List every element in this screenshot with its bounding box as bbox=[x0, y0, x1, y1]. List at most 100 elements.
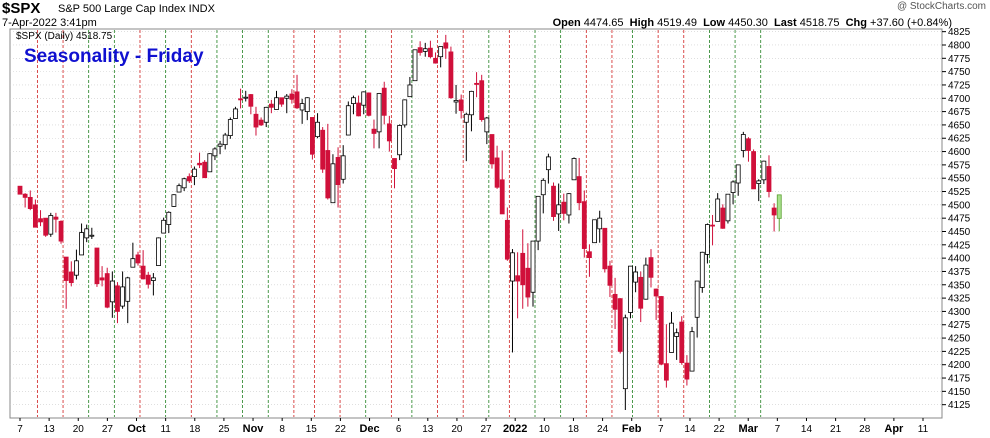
x-tick-label: 13 bbox=[422, 424, 434, 435]
candle-body bbox=[32, 204, 38, 228]
candle-2021-11-04 bbox=[233, 106, 238, 119]
candle-body bbox=[571, 158, 577, 181]
x-tick-label: 20 bbox=[73, 424, 85, 435]
candle-body bbox=[730, 181, 736, 193]
x-tick-label: Apr bbox=[884, 423, 904, 435]
candle-2022-03-14 bbox=[684, 355, 690, 386]
candle-2021-11-18 bbox=[284, 94, 290, 114]
chart-date: 7-Apr-2022 3:41pm bbox=[2, 17, 97, 29]
candle-body bbox=[89, 234, 95, 237]
y-tick-label: 4700 bbox=[948, 94, 971, 105]
candle-2021-12-31 bbox=[433, 52, 438, 64]
candle-body bbox=[551, 185, 556, 217]
candle-body bbox=[628, 265, 633, 313]
candle-body bbox=[581, 201, 587, 249]
candle-2021-12-01 bbox=[325, 123, 331, 200]
candle-2021-10-29 bbox=[212, 147, 218, 161]
last-value: 4518.75 bbox=[799, 17, 840, 29]
candle-2022-03-03 bbox=[648, 249, 654, 288]
x-tick-label: 24 bbox=[597, 424, 609, 435]
candle-body bbox=[520, 252, 526, 286]
y-tick-label: 4650 bbox=[948, 120, 971, 131]
open-value: 4474.65 bbox=[583, 17, 624, 29]
candle-2021-10-01 bbox=[109, 271, 115, 318]
candle-body bbox=[233, 108, 238, 119]
candle-2022-03-08 bbox=[663, 324, 669, 388]
x-tick-label: 7 bbox=[775, 424, 781, 435]
candle-2021-10-11 bbox=[140, 250, 146, 280]
candle-2022-02-08 bbox=[566, 193, 572, 224]
candle-body bbox=[474, 82, 479, 85]
candle-2021-10-19 bbox=[171, 194, 177, 207]
candle-body bbox=[433, 57, 438, 64]
candle-2021-12-17 bbox=[386, 115, 392, 152]
candle-2022-01-13 bbox=[479, 74, 485, 122]
candle-2022-02-18 bbox=[607, 260, 613, 298]
candle-body bbox=[238, 98, 243, 101]
candle-2022-03-15 bbox=[689, 326, 695, 372]
candle-2022-02-17 bbox=[602, 227, 608, 273]
candle-2022-02-03 bbox=[551, 182, 556, 221]
candle-2021-12-30 bbox=[427, 40, 433, 59]
candle-body bbox=[227, 119, 233, 136]
ohlc-readout: Open 4474.65 High 4519.49 Low 4450.30 La… bbox=[553, 17, 952, 29]
candle-2021-10-12 bbox=[145, 271, 151, 289]
candle-body bbox=[515, 275, 521, 282]
candle-2022-01-06 bbox=[453, 84, 459, 114]
x-tick-label: Mar bbox=[738, 423, 758, 435]
candle-2022-03-25 bbox=[730, 180, 736, 205]
candle-2021-10-20 bbox=[176, 183, 182, 193]
x-tick-label: 20 bbox=[451, 424, 463, 435]
candle-2021-12-23 bbox=[407, 76, 413, 98]
candle-body bbox=[684, 362, 690, 380]
y-tick-label: 4800 bbox=[948, 40, 971, 51]
candle-body bbox=[84, 228, 90, 239]
x-tick-label: 27 bbox=[481, 424, 493, 435]
candle-body bbox=[268, 103, 274, 108]
candle-2022-03-24 bbox=[725, 193, 731, 224]
candle-2022-01-14 bbox=[484, 116, 490, 145]
candle-2022-03-28 bbox=[735, 164, 741, 196]
candle-body bbox=[535, 195, 541, 242]
y-tick-label: 4475 bbox=[948, 214, 971, 225]
candle-2021-11-02 bbox=[222, 132, 228, 150]
candle-body bbox=[53, 216, 59, 220]
candle-2022-03-10 bbox=[674, 328, 680, 360]
candle-body bbox=[145, 274, 151, 285]
candle-body bbox=[458, 99, 464, 111]
candle-2022-01-26 bbox=[520, 229, 526, 309]
x-tick-label: Feb bbox=[622, 423, 642, 435]
candle-2021-11-16 bbox=[274, 90, 279, 110]
candle-2021-12-07 bbox=[345, 101, 351, 136]
candle-2021-09-27 bbox=[89, 227, 95, 239]
candle-2021-10-04 bbox=[115, 282, 120, 324]
y-tick-label: 4125 bbox=[948, 400, 971, 411]
candle-2022-01-27 bbox=[525, 243, 531, 307]
x-tick-label: 2022 bbox=[503, 423, 527, 435]
x-tick-label: Nov bbox=[243, 423, 265, 435]
candle-body bbox=[212, 148, 218, 157]
candle-body bbox=[351, 97, 356, 105]
y-tick-label: 4150 bbox=[948, 387, 971, 398]
candle-2022-03-01 bbox=[638, 271, 644, 323]
y-tick-label: 4175 bbox=[948, 374, 971, 385]
candle-2021-11-29 bbox=[315, 113, 320, 139]
y-tick-label: 4625 bbox=[948, 134, 971, 145]
candle-body bbox=[63, 256, 69, 281]
candle-2022-03-16 bbox=[694, 280, 700, 338]
candle-body bbox=[633, 271, 638, 283]
candle-2022-04-07 bbox=[776, 194, 782, 232]
y-tick-label: 4275 bbox=[948, 320, 971, 331]
y-tick-label: 4450 bbox=[948, 227, 971, 238]
candle-2021-12-16 bbox=[381, 81, 387, 125]
series-legend: $SPX (Daily) 4518.75 bbox=[16, 31, 113, 42]
candle-2022-02-07 bbox=[561, 193, 567, 221]
candle-body bbox=[330, 163, 336, 204]
candle-2022-03-02 bbox=[643, 257, 649, 300]
candle-body bbox=[27, 196, 33, 209]
low-value: 4450.30 bbox=[728, 17, 768, 29]
candle-body bbox=[299, 103, 305, 111]
candle-body bbox=[489, 134, 495, 165]
y-tick-label: 4525 bbox=[948, 187, 971, 198]
x-tick-label: 13 bbox=[44, 424, 56, 435]
